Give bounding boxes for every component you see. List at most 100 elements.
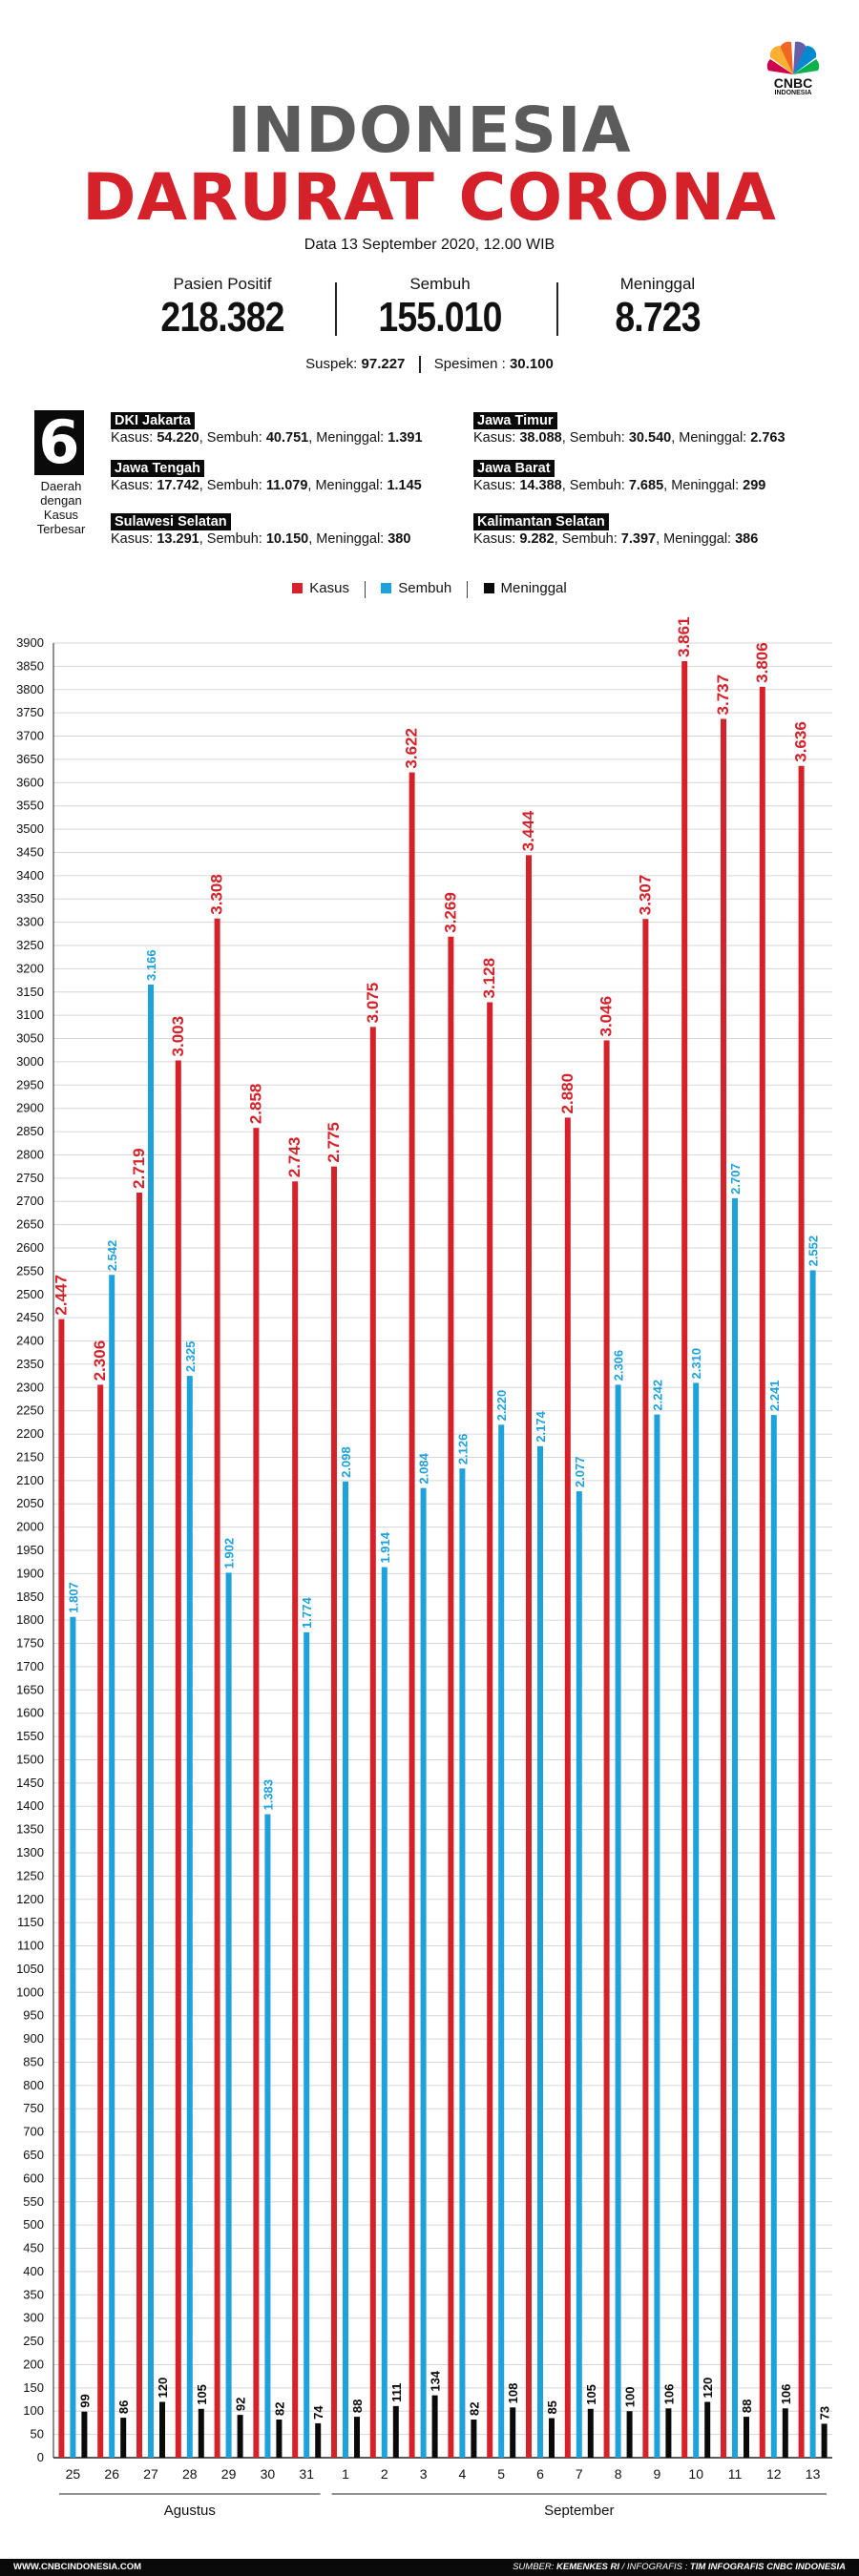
- bar-sembuh: [654, 1414, 660, 2458]
- bar-meninggal: [81, 2411, 88, 2458]
- bar-kasus: [136, 1192, 142, 2458]
- y-tick-label: 1500: [16, 1752, 44, 1766]
- bar-meninggal: [237, 2415, 243, 2458]
- title-line-2: DARURAT CORONA: [82, 160, 777, 236]
- bar-meninggal: [665, 2408, 672, 2458]
- data-label-meninggal: 120: [701, 2378, 715, 2399]
- y-tick-label: 1450: [16, 1776, 44, 1790]
- y-tick-label: 1050: [16, 1962, 44, 1976]
- legend-swatch: [381, 583, 392, 593]
- bar-kasus: [369, 1027, 376, 2458]
- x-tick-label: 13: [806, 2466, 821, 2482]
- y-tick-label: 650: [23, 2148, 44, 2162]
- x-tick-label: 6: [536, 2466, 544, 2482]
- x-tick-label: 29: [221, 2466, 237, 2482]
- bar-kasus: [175, 1060, 181, 2458]
- legend-divider: [365, 581, 367, 599]
- data-label-meninggal: 105: [195, 2384, 209, 2405]
- region-item: Jawa Tengah Kasus: 17.742, Sembuh: 11.07…: [111, 460, 422, 494]
- data-label-meninggal: 106: [779, 2384, 793, 2405]
- x-tick-label: 4: [459, 2466, 467, 2482]
- bar-meninggal: [510, 2407, 516, 2458]
- y-tick-label: 2900: [16, 1101, 44, 1115]
- data-label-sembuh: 2.098: [339, 1446, 353, 1478]
- logo-text: CNBC: [773, 75, 813, 91]
- y-tick-label: 800: [23, 2078, 44, 2092]
- y-tick-label: 3000: [16, 1054, 44, 1069]
- y-tick-label: 3600: [16, 775, 44, 789]
- y-tick-label: 2200: [16, 1426, 44, 1441]
- data-label-kasus: 3.806: [753, 642, 771, 683]
- y-tick-label: 3450: [16, 844, 44, 859]
- y-tick-label: 3400: [16, 868, 44, 883]
- bar-kasus: [253, 1128, 260, 2458]
- y-tick-label: 1600: [16, 1706, 44, 1720]
- region-stats: Kasus: 14.388, Sembuh: 7.685, Meninggal:…: [473, 478, 766, 493]
- y-tick-label: 900: [23, 2031, 44, 2046]
- bar-meninggal: [587, 2408, 594, 2458]
- data-label-sembuh: 2.552: [807, 1236, 821, 1267]
- y-tick-label: 3300: [16, 915, 44, 929]
- y-tick-label: 3500: [16, 821, 44, 836]
- data-label-sembuh: 1.774: [300, 1597, 314, 1629]
- x-tick-label: 8: [615, 2466, 622, 2482]
- bar-meninggal: [782, 2408, 788, 2458]
- region-name: Jawa Tengah: [111, 460, 204, 477]
- bar-kasus: [97, 1384, 104, 2458]
- y-tick-label: 1700: [16, 1659, 44, 1673]
- region-item: Jawa Barat Kasus: 14.388, Sembuh: 7.685,…: [473, 460, 765, 494]
- x-tick-label: 5: [497, 2466, 505, 2482]
- bar-kasus: [721, 718, 726, 2458]
- y-tick-label: 400: [23, 2264, 44, 2278]
- stat-label: Meninggal: [619, 275, 696, 293]
- bar-meninggal: [120, 2418, 127, 2458]
- region-item: Jawa Timur Kasus: 38.088, Sembuh: 30.540…: [473, 412, 786, 447]
- bar-kasus: [681, 661, 688, 2458]
- x-tick-label: 3: [420, 2466, 428, 2482]
- bar-kasus: [564, 1117, 571, 2458]
- cnbc-logo: CNBC INDONESIA: [759, 34, 828, 97]
- y-tick-label: 2650: [16, 1217, 44, 1232]
- stat-value: 155.010: [378, 294, 502, 341]
- x-tick-label: 7: [576, 2466, 583, 2482]
- suspek-value: 97.227: [361, 356, 406, 372]
- y-tick-label: 2150: [16, 1449, 44, 1464]
- y-tick-label: 3750: [16, 705, 44, 719]
- bar-sembuh: [498, 1424, 505, 2458]
- sub-stats: Suspek: 97.227 Spesimen : 30.100: [0, 356, 859, 374]
- month-label: Agustus: [164, 2503, 216, 2519]
- data-label-kasus: 2.743: [285, 1137, 304, 1178]
- y-tick-label: 3200: [16, 961, 44, 975]
- y-tick-label: 1750: [16, 1636, 44, 1651]
- stat-sembuh: Sembuh 155.010: [330, 275, 550, 342]
- data-label-kasus: 2.858: [246, 1084, 264, 1125]
- data-label-meninggal: 106: [661, 2384, 676, 2405]
- data-label-meninggal: 99: [77, 2394, 92, 2407]
- sub-divider: [418, 356, 421, 374]
- bar-sembuh: [459, 1468, 466, 2458]
- bar-meninggal: [276, 2420, 283, 2458]
- data-label-meninggal: 85: [545, 2400, 559, 2414]
- month-label: September: [544, 2503, 614, 2519]
- data-label-kasus: 3.444: [519, 810, 537, 851]
- legend-item-kasus: Kasus: [292, 580, 349, 596]
- x-tick-label: 25: [66, 2466, 81, 2482]
- data-label-meninggal: 134: [429, 2370, 443, 2391]
- region-stats: Kasus: 17.742, Sembuh: 11.079, Meninggal…: [111, 478, 422, 493]
- stat-divider: [335, 282, 337, 336]
- data-label-kasus: 3.308: [208, 874, 226, 915]
- y-tick-label: 2800: [16, 1147, 44, 1161]
- bar-meninggal: [315, 2422, 322, 2458]
- y-tick-label: 1350: [16, 1822, 44, 1837]
- data-label-meninggal: 86: [116, 2400, 131, 2414]
- bar-sembuh: [343, 1481, 348, 2458]
- y-tick-label: 350: [23, 2287, 44, 2301]
- bar-chart: 0 50 100 150 200 250 300 350 400 450 500 550 600 650 7…: [16, 616, 832, 2519]
- bar-sembuh: [693, 1382, 700, 2458]
- data-label-meninggal: 88: [350, 2399, 365, 2413]
- data-label-kasus: 3.269: [441, 892, 459, 933]
- data-label-sembuh: 2.306: [612, 1350, 626, 1381]
- bar-sembuh: [537, 1445, 543, 2458]
- bar-kasus: [526, 855, 532, 2458]
- region-name: Sulawesi Selatan: [111, 513, 231, 530]
